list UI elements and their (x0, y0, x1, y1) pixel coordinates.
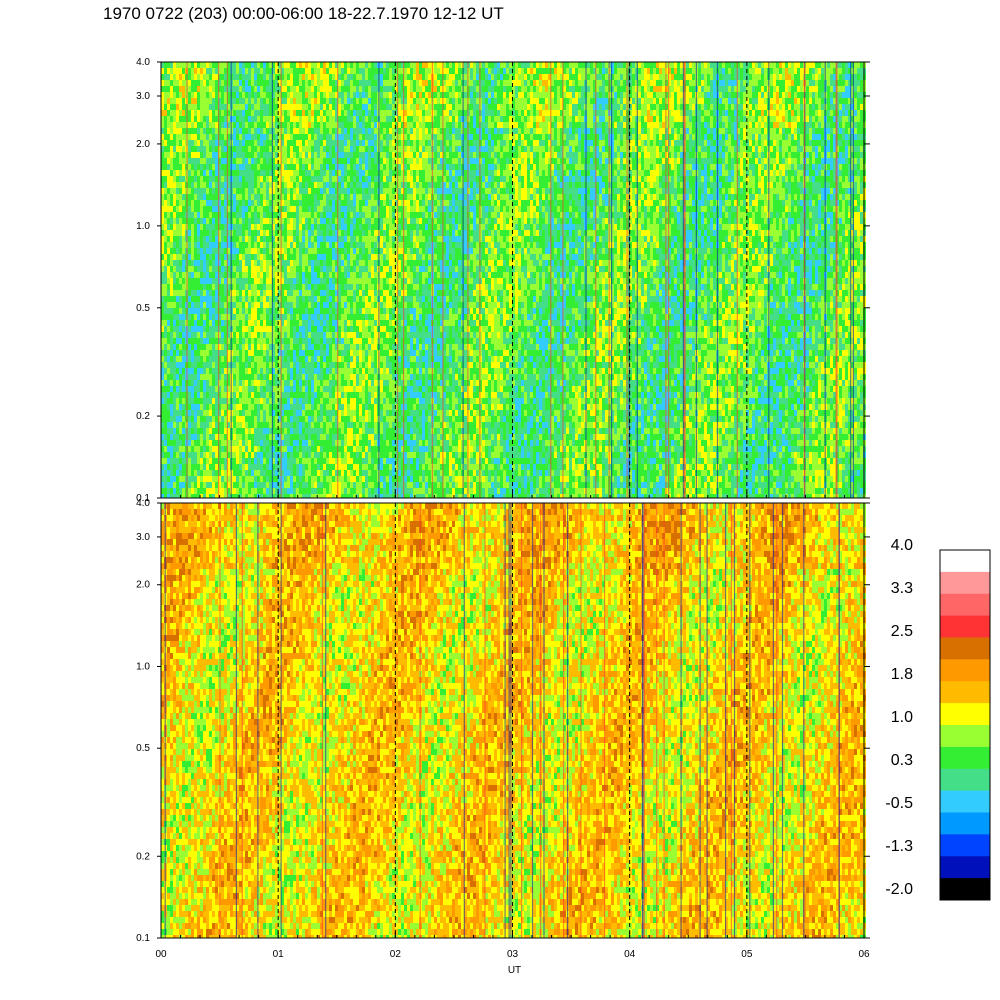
colorbar-segment (940, 747, 990, 769)
x-tick-label: 06 (858, 949, 870, 960)
colorbar-segment (940, 769, 990, 791)
y-tick-label: 1.0 (136, 661, 150, 672)
x-tick-label: 00 (155, 949, 167, 960)
x-tick-label: 03 (507, 949, 519, 960)
colorbar-label: 4.0 (891, 537, 913, 554)
y-tick-label: 0.5 (136, 743, 150, 754)
upper-panel: 4.03.02.01.00.50.20.1 (136, 57, 870, 504)
colorbar-label: -0.5 (885, 795, 913, 812)
y-tick-label: 0.2 (136, 411, 150, 422)
colorbar-label: 1.8 (891, 666, 913, 683)
x-tick-label: 01 (273, 949, 285, 960)
colorbar-label: 2.5 (891, 623, 913, 640)
y-tick-label: 0.2 (136, 851, 150, 862)
colorbar-segment (940, 725, 990, 747)
y-tick-label: 0.1 (136, 933, 150, 944)
colorbar-segment (940, 813, 990, 835)
x-tick-label: 05 (741, 949, 753, 960)
colorbar-segment (940, 791, 990, 813)
heatmap-cells (161, 503, 866, 938)
colorbar-label: 0.3 (891, 752, 913, 769)
y-tick-label: 4.0 (136, 498, 150, 509)
x-axis-label: UT (508, 965, 521, 976)
colorbar: 4.0 3.3 2.5 1.8 1.0 0.3 -0.5 -1.3 -2.0 (885, 537, 990, 901)
y-tick-label: 2.0 (136, 139, 150, 150)
y-tick-label: 0.5 (136, 303, 150, 314)
colorbar-segment (940, 659, 990, 681)
colorbar-segment (940, 703, 990, 725)
y-tick-label: 3.0 (136, 532, 150, 543)
colorbar-label: 3.3 (891, 580, 913, 597)
colorbar-segment (940, 681, 990, 703)
colorbar-label: -1.3 (885, 838, 913, 855)
colorbar-label: -2.0 (885, 881, 913, 898)
colorbar-segment (940, 550, 990, 572)
colorbar-segment (940, 594, 990, 616)
lower-panel: 4.0 3.0 2.0 1.0 0.5 0.2 0.1 00 01 02 03 04 05 06 UT (136, 498, 870, 976)
y-tick-label: 4.0 (136, 57, 150, 68)
heatmap-cells (161, 62, 866, 498)
y-tick-label: 2.0 (136, 580, 150, 591)
x-tick-label: 02 (390, 949, 402, 960)
colorbar-segment (940, 878, 990, 900)
y-tick-label: 3.0 (136, 91, 150, 102)
y-tick-label: 1.0 (136, 221, 150, 232)
colorbar-segment (940, 616, 990, 638)
colorbar-label: 1.0 (891, 709, 913, 726)
x-tick-label: 04 (624, 949, 636, 960)
colorbar-segment (940, 638, 990, 660)
colorbar-segment (940, 856, 990, 878)
colorbar-segment (940, 834, 990, 856)
colorbar-segment (940, 572, 990, 594)
